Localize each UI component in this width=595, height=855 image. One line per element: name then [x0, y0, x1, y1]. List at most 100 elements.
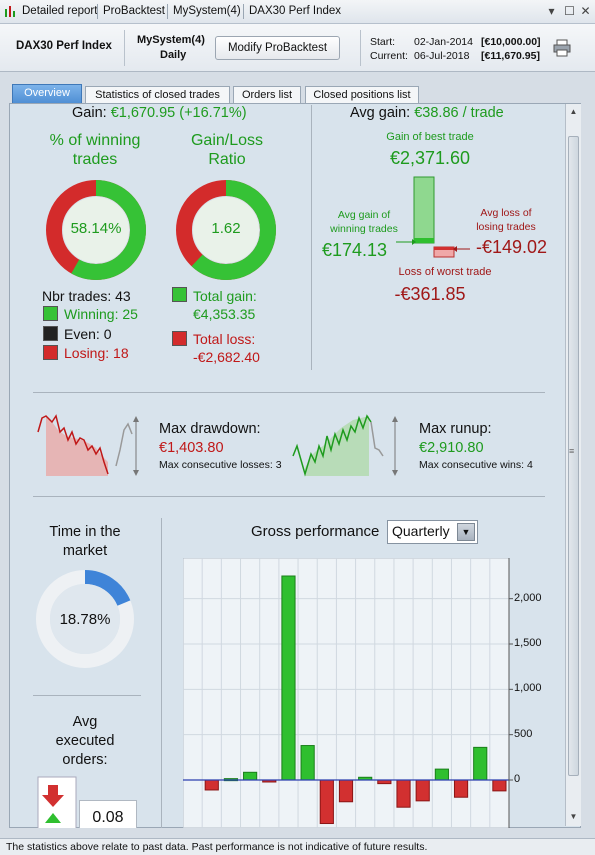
period-select[interactable]: Quarterly ▼ [387, 520, 478, 544]
total-gain-value: €4,353.35 [193, 306, 256, 322]
gainloss-donut [176, 180, 276, 280]
start-date: 02-Jan-2014 [414, 36, 473, 48]
minimize-icon[interactable]: ▾ [548, 4, 555, 18]
worst-trade-label: Loss of worst trade [398, 266, 492, 278]
losing-swatch [43, 345, 58, 360]
current-date: 06-Jul-2018 [414, 50, 470, 62]
gross-performance-title: Gross performance [251, 523, 380, 540]
scroll-down-icon[interactable]: ▼ [569, 812, 578, 821]
start-label: Start: [370, 36, 396, 48]
trade-bars-diagram [396, 176, 470, 258]
chart-y-tick-label: 1,000 [514, 682, 542, 695]
scroll-grip-icon: ≡ [569, 446, 575, 456]
winning-donut [46, 180, 146, 280]
chart-bar-negative [492, 779, 507, 792]
avg-gain-summary: Avg gain: €38.86 / trade [350, 105, 504, 121]
system-name: MySystem(4) [137, 34, 205, 46]
winning-swatch [43, 306, 58, 321]
modify-probacktest-button[interactable]: Modify ProBacktest [215, 36, 340, 60]
maximize-icon[interactable]: ☐ [564, 4, 575, 18]
tab-statistics[interactable]: Statistics of closed trades [85, 86, 230, 103]
avg-gain-label: Avg gain: [350, 105, 411, 121]
time-in-market-donut [36, 570, 134, 668]
even-swatch [43, 326, 58, 341]
avg-loss-losing-value: -€149.02 [476, 237, 548, 257]
orders-icon [37, 776, 77, 828]
title-probacktest: ProBacktest [103, 5, 165, 17]
total-loss-label: Total loss: [193, 331, 256, 347]
max-consecutive-losses: Max consecutive losses: 3 [159, 459, 282, 471]
scrollbar-thumb[interactable] [568, 136, 579, 776]
avg-gain-winning-value: €174.13 [322, 240, 388, 260]
chart-bar-negative [319, 779, 334, 825]
time-in-market-pct: 18.78% [59, 611, 111, 628]
current-value: [€11,670.95] [481, 50, 540, 62]
gain-label: Gain: [72, 105, 107, 121]
tab-overview[interactable]: Overview [12, 84, 82, 103]
chart-y-tick-label: 500 [514, 727, 533, 740]
total-loss-swatch [172, 331, 187, 346]
total-gain-swatch [172, 287, 187, 302]
avg-executed-orders-value: 0.08 [79, 800, 137, 828]
instrument-name: DAX30 Perf Index [16, 40, 112, 52]
chart-bar-negative [396, 779, 411, 808]
chart-bar-negative [453, 779, 469, 798]
gainloss-title: Gain/Loss Ratio [190, 132, 264, 168]
losing-count: Losing: 18 [64, 345, 129, 361]
chart-y-tick-label: 0 [514, 773, 521, 785]
title-system: MySystem(4) [173, 5, 241, 17]
print-icon[interactable] [553, 39, 571, 57]
period-select-value: Quarterly [392, 523, 450, 539]
start-value: [€10,000.00] [481, 36, 541, 48]
drawdown-sparkline [37, 414, 139, 476]
chart-bar-positive [281, 575, 296, 781]
chart-y-tick-label: 1,500 [514, 637, 542, 649]
runup-sparkline [292, 414, 398, 477]
avg-executed-orders-title: Avg executed orders: [55, 714, 115, 768]
chart-y-tick-label: 2,000 [514, 591, 542, 604]
title-bar: Detailed report ProBacktest MySystem(4) … [0, 0, 595, 24]
chart-bar-positive [473, 746, 488, 781]
vertical-scrollbar[interactable]: ▲ ≡ ▼ [565, 104, 581, 826]
even-count: Even: 0 [64, 326, 112, 342]
tab-closed-positions[interactable]: Closed positions list [305, 86, 419, 103]
max-drawdown-label: Max drawdown: [159, 421, 261, 437]
chart-bar-positive [300, 745, 315, 781]
time-in-market-title: Time in the market [49, 524, 121, 559]
scroll-up-icon[interactable]: ▲ [569, 107, 578, 116]
total-loss-value: -€2,682.40 [193, 349, 260, 365]
worst-trade-value: -€361.85 [394, 284, 466, 304]
max-consecutive-wins: Max consecutive wins: 4 [419, 459, 533, 471]
winning-count: Winning: 25 [64, 306, 138, 322]
nbr-trades: Nbr trades: 43 [42, 288, 131, 304]
current-label: Current: [370, 50, 408, 62]
gain-summary: Gain: €1,670.95 (+16.71%) [72, 105, 247, 121]
title-instrument: DAX30 Perf Index [249, 5, 342, 17]
chart-bar-positive [243, 771, 258, 781]
report-icon [4, 5, 16, 18]
chart-bar-negative [338, 779, 354, 803]
gainloss-ratio: 1.62 [211, 220, 241, 237]
max-drawdown-value: €1,403.80 [159, 440, 224, 456]
best-trade-label: Gain of best trade [386, 131, 474, 143]
avg-gain-value: €38.86 / trade [414, 105, 504, 121]
max-runup-label: Max runup: [419, 421, 492, 437]
title-detailed-report: Detailed report [22, 5, 98, 17]
close-icon[interactable]: ✕ [580, 4, 591, 18]
gross-performance-chart [183, 558, 513, 828]
gain-value: €1,670.95 (+16.71%) [110, 105, 247, 121]
avg-loss-losing-label: Avg loss of losing trades [476, 207, 536, 233]
chevron-down-icon[interactable]: ▼ [457, 523, 475, 541]
winning-title: % of winning trades [49, 132, 141, 168]
best-trade-value: €2,371.60 [389, 148, 471, 168]
chart-bar-negative [415, 779, 430, 802]
winning-pct: 58.14% [70, 220, 122, 237]
disclaimer-footer: The statistics above relate to past data… [0, 838, 595, 855]
tab-orders-list[interactable]: Orders list [233, 86, 301, 103]
avg-gain-winning-label: Avg gain of winning trades [330, 209, 398, 235]
max-runup-value: €2,910.80 [419, 440, 484, 456]
total-gain-label: Total gain: [193, 288, 257, 304]
chart-bar-negative [204, 779, 219, 791]
timeframe: Daily [160, 49, 187, 61]
report-header: DAX30 Perf Index MySystem(4) Daily Modif… [0, 24, 595, 72]
